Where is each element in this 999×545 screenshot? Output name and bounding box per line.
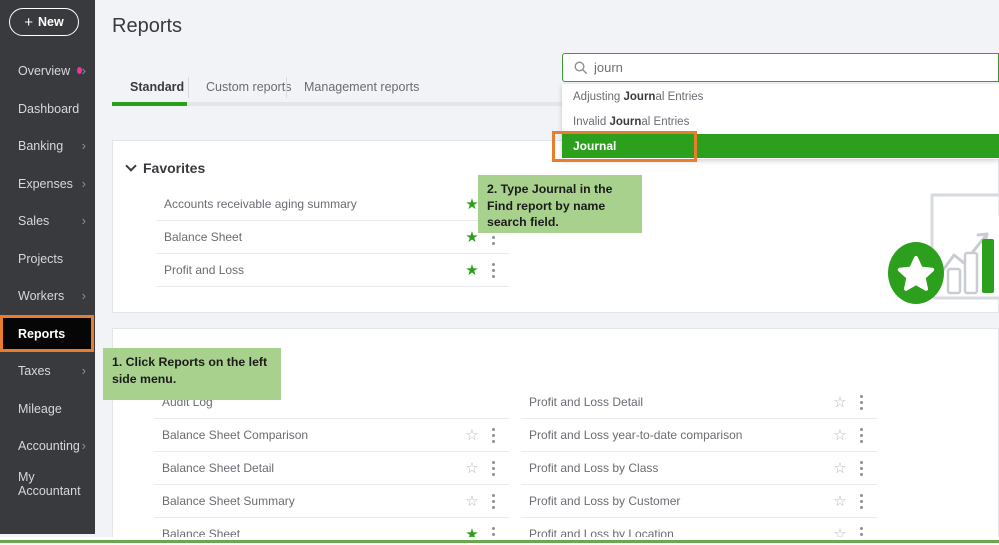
sidebar: + New Overview › Dashboard Banking › Exp… — [0, 0, 95, 534]
sidebar-item-label: Overview — [18, 63, 71, 78]
favorites-section-toggle[interactable]: Favorites — [125, 160, 206, 176]
row-menu-icon[interactable] — [853, 424, 869, 447]
chevron-right-icon: › — [81, 176, 86, 191]
sidebar-item-workers[interactable]: Workers › — [0, 277, 95, 314]
suggestion-invalid-journal-entries[interactable]: Invalid Journal Entries — [573, 115, 690, 128]
sidebar-item-label: Reports — [18, 326, 66, 341]
chevron-right-icon: › — [81, 138, 86, 153]
row-menu-icon[interactable] — [485, 259, 501, 282]
suggestion-journal[interactable]: Journal — [562, 134, 999, 158]
suggestion-adjusting-journal-entries[interactable]: Adjusting Journal Entries — [573, 90, 704, 103]
tab-divider — [286, 77, 287, 98]
favorites-illustration — [888, 193, 999, 304]
row-menu-icon[interactable] — [853, 391, 869, 414]
search-icon — [574, 61, 587, 74]
reports-list-left: Audit Log ☆ Balance Sheet Comparison ☆ B… — [154, 386, 509, 545]
sidebar-item-my-accountant[interactable]: My Accountant — [0, 465, 95, 502]
tab-divider — [188, 77, 189, 98]
chevron-right-icon: › — [81, 213, 86, 228]
star-outline-icon[interactable]: ☆ — [833, 459, 847, 477]
reports-list-right: Profit and Loss Detail ☆ Profit and Loss… — [521, 386, 877, 545]
annotation-step2-callout: 2. Type Journal in the Find report by na… — [478, 175, 642, 233]
favorites-list: Accounts receivable aging summary ★ Bala… — [156, 188, 509, 287]
star-outline-icon[interactable]: ☆ — [833, 393, 847, 411]
report-row[interactable]: Accounts receivable aging summary ★ — [156, 188, 509, 221]
sidebar-item-label: Expenses — [18, 176, 73, 191]
annotation-highlight-journal — [552, 131, 697, 162]
tab-custom-reports[interactable]: Custom reports — [206, 80, 292, 94]
sidebar-item-label: Sales — [18, 213, 50, 228]
chevron-right-icon: › — [81, 288, 86, 303]
notification-dot — [77, 67, 82, 74]
chevron-right-icon: › — [81, 438, 86, 453]
plus-icon: + — [24, 13, 34, 31]
sidebar-item-projects[interactable]: Projects — [0, 240, 95, 277]
sidebar-item-label: My Accountant — [18, 469, 81, 498]
star-outline-icon[interactable]: ☆ — [833, 426, 847, 444]
tab-management-reports[interactable]: Management reports — [304, 80, 420, 94]
sidebar-item-label: Accounting — [18, 438, 80, 453]
tab-underline-track — [112, 102, 562, 106]
sidebar-item-reports[interactable]: Reports — [0, 315, 94, 352]
row-menu-icon[interactable] — [485, 457, 501, 480]
sidebar-item-label: Mileage — [18, 401, 62, 416]
report-row[interactable]: Balance Sheet Comparison ☆ — [154, 419, 509, 452]
chevron-down-icon — [125, 160, 137, 172]
find-report-search-field[interactable] — [562, 53, 999, 82]
sidebar-item-banking[interactable]: Banking › — [0, 127, 95, 164]
sidebar-item-expenses[interactable]: Expenses › — [0, 165, 95, 202]
search-input[interactable] — [594, 60, 998, 75]
row-menu-icon[interactable] — [485, 490, 501, 513]
sidebar-item-overview[interactable]: Overview › — [0, 52, 95, 89]
tab-standard[interactable]: Standard — [130, 80, 185, 94]
new-button[interactable]: + New — [9, 8, 79, 36]
new-button-label: New — [38, 15, 64, 29]
report-row[interactable]: Profit and Loss year-to-date comparison … — [521, 419, 877, 452]
sidebar-item-taxes[interactable]: Taxes › — [0, 352, 95, 389]
tab-underline-active — [112, 102, 187, 106]
sidebar-item-accounting[interactable]: Accounting › — [0, 427, 95, 464]
sidebar-item-mileage[interactable]: Mileage — [0, 390, 95, 427]
report-row[interactable]: Balance Sheet Summary ☆ — [154, 485, 509, 518]
sidebar-item-sales[interactable]: Sales › — [0, 202, 95, 239]
favorite-star-icon[interactable]: ★ — [465, 261, 479, 279]
row-menu-icon[interactable] — [485, 424, 501, 447]
page-title: Reports — [112, 15, 183, 37]
sidebar-item-dashboard[interactable]: Dashboard — [0, 90, 95, 127]
sidebar-item-label: Workers — [18, 288, 65, 303]
row-menu-icon[interactable] — [853, 457, 869, 480]
favorite-star-icon[interactable]: ★ — [465, 228, 479, 246]
report-row[interactable]: Profit and Loss Detail ☆ — [521, 386, 877, 419]
image-border-line — [0, 540, 999, 543]
favorites-title: Favorites — [143, 160, 206, 176]
report-row[interactable]: Balance Sheet Detail ☆ — [154, 452, 509, 485]
report-row[interactable]: Balance Sheet ★ — [156, 221, 509, 254]
report-row[interactable]: Profit and Loss by Class ☆ — [521, 452, 877, 485]
search-suggestions-dropdown: Adjusting Journal Entries Invalid Journa… — [562, 84, 999, 159]
report-row[interactable]: Profit and Loss by Customer ☆ — [521, 485, 877, 518]
sidebar-item-label: Taxes — [18, 363, 51, 378]
sidebar-item-label: Dashboard — [18, 101, 80, 116]
star-outline-icon[interactable]: ☆ — [833, 492, 847, 510]
star-outline-icon[interactable]: ☆ — [465, 492, 479, 510]
chevron-right-icon: › — [81, 63, 86, 78]
sidebar-item-label: Projects — [18, 251, 64, 266]
star-outline-icon[interactable]: ☆ — [465, 426, 479, 444]
star-outline-icon[interactable]: ☆ — [465, 459, 479, 477]
chevron-right-icon: › — [81, 363, 86, 378]
annotation-step1-callout: 1. Click Reports on the left side menu. — [103, 348, 281, 400]
sidebar-item-label: Banking — [18, 138, 64, 153]
report-row[interactable]: Profit and Loss ★ — [156, 254, 509, 287]
row-menu-icon[interactable] — [853, 490, 869, 513]
favorite-star-icon[interactable]: ★ — [465, 195, 479, 213]
